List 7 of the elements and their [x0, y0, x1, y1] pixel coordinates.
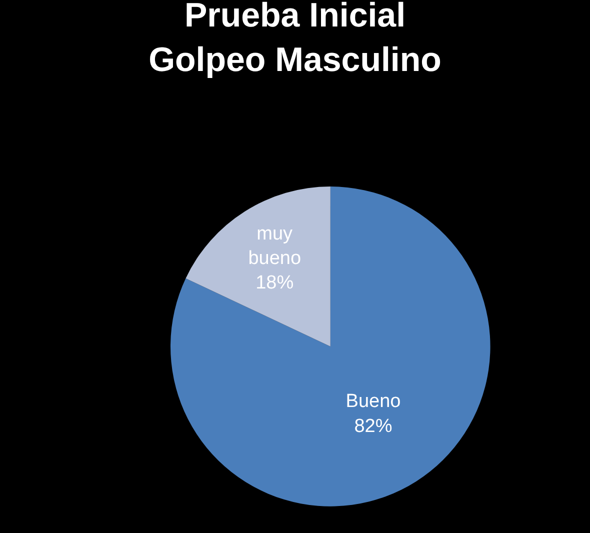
- data-label: 82%: [354, 416, 392, 437]
- data-label: 18%: [256, 272, 294, 294]
- slice-label: muy bueno: [248, 223, 302, 270]
- pie-slice: [170, 186, 490, 506]
- pie-slice: [186, 186, 330, 346]
- slice-label: Bueno: [346, 391, 401, 412]
- chart-title: Prueba Inicial Golpeo Masculino: [148, 0, 442, 79]
